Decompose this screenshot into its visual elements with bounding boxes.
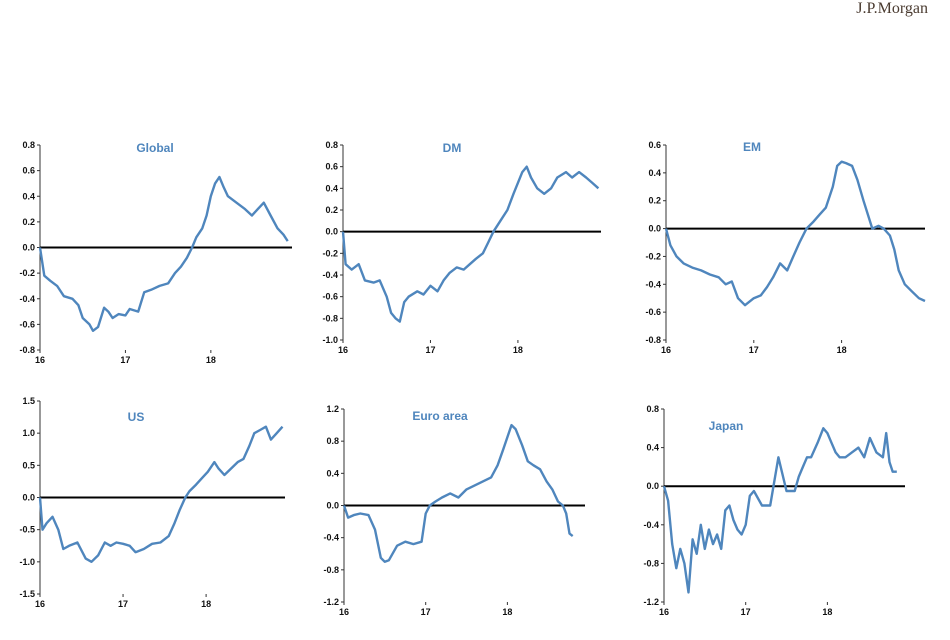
- chart-6-title: Japan: [709, 419, 744, 433]
- chart-3-series-line: [664, 160, 926, 307]
- chart-4-title: US: [128, 410, 145, 424]
- chart-2-y-tick-label: -0.4: [322, 270, 338, 280]
- chart-5-x-tick-label: 16: [339, 607, 349, 617]
- chart-5-y-tick-label: -1.2: [323, 597, 339, 607]
- chart-5-title: Euro area: [412, 409, 468, 423]
- chart-5-y-tick-label: 1.2: [326, 404, 339, 414]
- chart-6-y-tick-label: 0.8: [646, 404, 659, 414]
- chart-1-y-tick-label: 0.6: [22, 166, 35, 176]
- chart-1-y-tick-label: 0.0: [22, 243, 35, 253]
- brand-logo: J.P.Morgan: [856, 0, 928, 17]
- chart-2-y-tick-label: 0.0: [325, 227, 338, 237]
- chart-3-y-tick-label: 0.2: [648, 196, 661, 206]
- chart-2-y-tick-label: -0.2: [322, 248, 338, 258]
- chart-6-x-tick-label: 18: [822, 607, 832, 617]
- chart-4-y-tick-label: -0.5: [19, 525, 35, 535]
- chart-1-x-tick-label: 18: [206, 355, 216, 365]
- chart-2-y-tick-label: -0.8: [322, 313, 338, 323]
- chart-1-y-tick-label: 0.4: [22, 191, 35, 201]
- chart-1-series-line: [38, 175, 289, 332]
- chart-2-y-tick-label: -0.6: [322, 292, 338, 302]
- chart-5-y-tick-label: -0.4: [323, 533, 339, 543]
- chart-5-x-tick-label: 18: [502, 607, 512, 617]
- chart-4-x-tick-label: 17: [118, 599, 128, 609]
- chart-3-x-tick-label: 18: [837, 345, 847, 355]
- chart-6-y-tick-label: 0.0: [646, 481, 659, 491]
- chart-6-x-tick-label: 17: [741, 607, 751, 617]
- chart-4-x-tick-label: 18: [201, 599, 211, 609]
- chart-4-x-tick-label: 16: [35, 599, 45, 609]
- chart-1-x-tick-label: 16: [35, 355, 45, 365]
- chart-2-y-tick-label: 0.8: [325, 140, 338, 150]
- chart-4-y-tick-label: -1.0: [19, 557, 35, 567]
- chart-1-x-tick-label: 17: [120, 355, 130, 365]
- chart-6-y-tick-label: -0.8: [643, 558, 659, 568]
- chart-3-y-tick-label: -0.4: [645, 279, 661, 289]
- chart-1-title: Global: [136, 141, 173, 155]
- chart-3-y-tick-label: -0.8: [645, 335, 661, 345]
- chart-3-title: EM: [743, 140, 761, 154]
- chart-3-x-tick-label: 16: [661, 345, 671, 355]
- chart-1-y-tick-label: 0.2: [22, 217, 35, 227]
- chart-2-y-tick-label: 0.6: [325, 162, 338, 172]
- chart-2-title: DM: [443, 141, 462, 155]
- chart-5-y-tick-label: -0.8: [323, 565, 339, 575]
- chart-5-x-tick-label: 17: [421, 607, 431, 617]
- chart-1-y-tick-label: -0.4: [19, 294, 35, 304]
- chart-2-y-tick-label: 0.4: [325, 183, 338, 193]
- chart-4-series-line: [38, 425, 284, 563]
- chart-6-y-tick-label: -1.2: [643, 597, 659, 607]
- chart-3-y-tick-label: 0.4: [648, 168, 661, 178]
- chart-3-y-tick-label: 0.0: [648, 224, 661, 234]
- chart-2-y-tick-label: -1.0: [322, 335, 338, 345]
- chart-3-y-tick-label: -0.2: [645, 251, 661, 261]
- chart-3-x-tick-label: 17: [749, 345, 759, 355]
- chart-5-y-tick-label: 0.8: [326, 436, 339, 446]
- chart-3-y-tick-label: 0.6: [648, 140, 661, 150]
- chart-1-y-tick-label: -0.6: [19, 319, 35, 329]
- chart-2-x-tick-label: 17: [425, 345, 435, 355]
- chart-2-x-tick-label: 18: [513, 345, 523, 355]
- chart-1-y-tick-label: -0.2: [19, 268, 35, 278]
- chart-1-y-tick-label: 0.8: [22, 140, 35, 150]
- chart-6-y-tick-label: -0.4: [643, 520, 659, 530]
- chart-6-series-line: [662, 427, 897, 594]
- chart-4-y-tick-label: 0.0: [22, 493, 35, 503]
- chart-5-y-tick-label: 0.0: [326, 501, 339, 511]
- chart-2-series-line: [341, 165, 600, 323]
- chart-5-y-tick-label: 0.4: [326, 468, 339, 478]
- chart-4-y-tick-label: 0.5: [22, 460, 35, 470]
- chart-5-series-line: [342, 423, 574, 563]
- chart-2-x-tick-label: 16: [338, 345, 348, 355]
- chart-2-y-tick-label: 0.2: [325, 205, 338, 215]
- chart-1-y-tick-label: -0.8: [19, 345, 35, 355]
- chart-6-y-tick-label: 0.4: [646, 443, 659, 453]
- chart-4-y-tick-label: 1.0: [22, 428, 35, 438]
- chart-6-x-tick-label: 16: [659, 607, 669, 617]
- chart-4-y-tick-label: 1.5: [22, 396, 35, 406]
- chart-3-y-tick-label: -0.6: [645, 307, 661, 317]
- chart-4-y-tick-label: -1.5: [19, 589, 35, 599]
